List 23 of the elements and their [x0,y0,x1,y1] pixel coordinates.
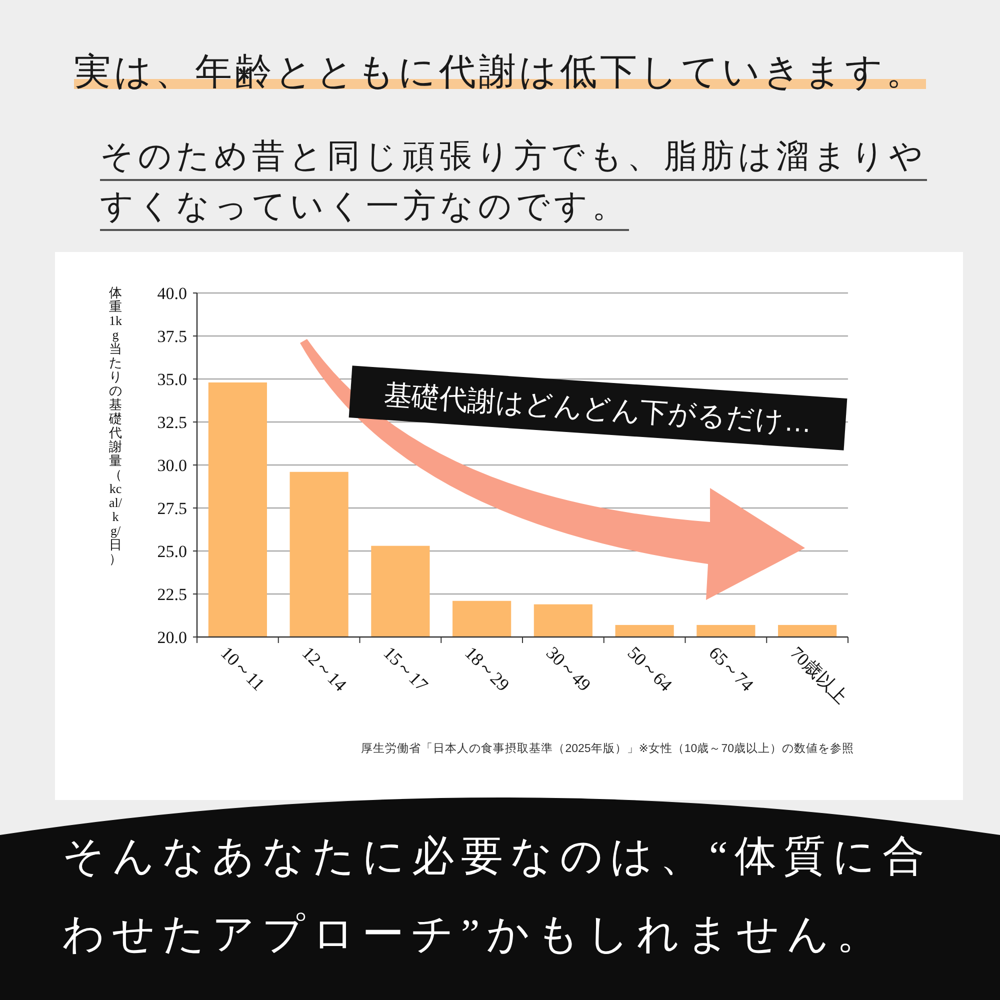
chart-subtitle: そのため昔と同じ頑張り方でも、脂肪は溜まりやすくなっていく一方なのです。 [100,139,927,225]
chart-title: 実は、年齢とともに代謝は低下していきます。 [74,52,926,93]
x-tick-label: 70歳以上 [786,642,852,708]
x-tick-label: 15～17 [380,642,432,696]
text: そんなあなたに必要なのは、“体質に合わせたアプローチ”かもしれません。 [62,833,933,960]
x-tick-label: 50～64 [624,642,676,696]
y-tick-label: 32.5 [157,413,187,432]
text: 体重 1kg 当たりの基礎代謝量（kcal/kg/日） [109,285,122,566]
y-tick-label: 40.0 [157,284,187,303]
y-tick-label: 25.0 [157,542,187,561]
y-tick-label: 37.5 [157,327,187,346]
y-tick-label: 27.5 [157,499,187,518]
y-tick-label: 22.5 [157,585,187,604]
x-tick-label: 30～49 [542,642,595,696]
x-tick-label: 18～29 [460,642,514,696]
y-tick-label: 30.0 [157,456,187,475]
x-tick-label: 12～14 [298,642,351,696]
x-tick-label: 65～74 [705,642,758,696]
x-tick-label: 10～11 [216,642,269,695]
y-tick-label: 35.0 [157,370,187,389]
text: 厚生労働省「日本人の食事摂取基準（2025年版）」※女性（10歳～70歳以上）の数値を参照 [361,742,854,755]
annotation: 基礎代謝はどんどん下がるだけ… [382,378,814,438]
y-tick-label: 20.0 [157,628,187,647]
